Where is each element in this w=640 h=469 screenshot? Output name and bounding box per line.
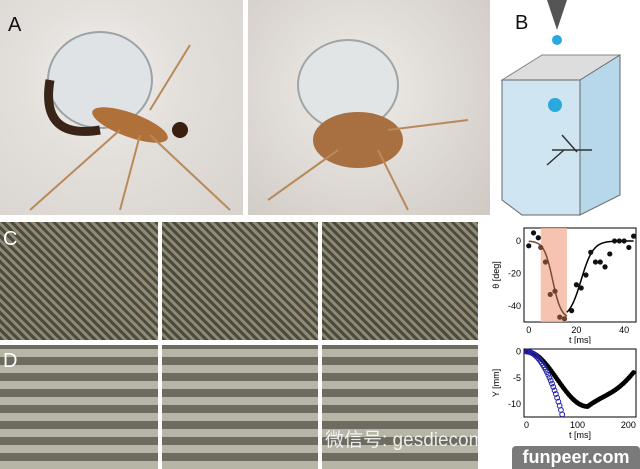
y-tick-label: -5: [513, 373, 521, 383]
panel-label-c: C: [3, 228, 18, 250]
data-point-blue: [547, 377, 554, 384]
photo-c-frame-2: [162, 222, 318, 340]
panel-label-b: B: [515, 12, 529, 34]
fit-curve-descent: [528, 240, 568, 317]
data-point: [569, 308, 575, 314]
photo-d-frame-2: [162, 345, 318, 469]
photo-d-frame-1: [0, 345, 158, 469]
y-axis-label: θ [deg]: [492, 261, 501, 289]
x-tick-label: 20: [571, 325, 581, 335]
data-point-blue: [552, 391, 559, 397]
y-tick-label: -40: [508, 301, 521, 311]
data-point-blue: [559, 411, 566, 418]
data-point: [538, 244, 544, 251]
x-tick-label: 40: [619, 325, 629, 335]
panel-label-d: D: [3, 350, 18, 372]
x-tick-label: 0: [524, 420, 529, 430]
data-point: [611, 238, 618, 244]
y-tick-label: 0: [516, 236, 521, 246]
photo-mosquito-drop-2: [248, 0, 490, 215]
data-point: [621, 238, 627, 244]
x-axis-label: t [ms]: [569, 430, 591, 440]
shaded-interval: [540, 228, 567, 322]
photo-mosquito-drop-1: [0, 0, 243, 215]
photo-c-frame-3: [322, 222, 478, 340]
data-point: [535, 235, 541, 241]
data-point: [631, 233, 637, 239]
x-tick-label: 100: [570, 420, 585, 430]
data-point: [597, 259, 603, 265]
x-tick-label: 0: [526, 325, 531, 335]
watermark-site: funpeer.com: [512, 446, 640, 469]
data-point-blue: [546, 374, 553, 381]
data-point: [526, 243, 532, 249]
data-point: [552, 288, 558, 294]
data-point: [542, 259, 549, 265]
data-point: [561, 316, 568, 322]
watermark-wechat: 微信号: gesdiecom: [325, 430, 485, 451]
x-tick-label: 200: [621, 420, 636, 430]
data-point-blue: [545, 371, 552, 378]
y-tick-label: -10: [508, 399, 521, 409]
chart-c-angle: 0 20 40 0 -20 -40 t [ms] θ [deg]: [492, 227, 637, 344]
data-point: [530, 230, 537, 236]
data-point-blue: [554, 394, 560, 401]
panel-label-a: A: [8, 14, 22, 36]
data-point: [607, 251, 613, 257]
y-tick-label: -20: [508, 268, 521, 278]
data-point: [573, 282, 580, 288]
data-point-blue: [550, 384, 557, 390]
data-point-black: [631, 370, 636, 375]
y-axis-label: Y [mm]: [492, 369, 501, 397]
data-point: [626, 244, 632, 251]
x-axis-label: t [ms]: [569, 335, 591, 344]
data-point: [557, 314, 563, 320]
data-point: [616, 238, 622, 244]
data-point: [578, 285, 584, 291]
y-tick-label: 0: [516, 347, 521, 357]
data-point: [547, 291, 553, 298]
photo-d-frame-3: [322, 345, 478, 469]
data-point: [583, 272, 589, 278]
data-point-blue: [549, 380, 555, 387]
data-point-blue: [551, 387, 558, 394]
photo-c-frame-1: [0, 222, 158, 340]
chart-d-position: 0 100 200 0 -5 -10 t [ms] Y [mm]: [492, 347, 637, 440]
data-point: [588, 249, 594, 255]
schematic-drop-chamber: [492, 0, 640, 222]
data-point: [602, 264, 608, 270]
data-point: [592, 259, 599, 265]
